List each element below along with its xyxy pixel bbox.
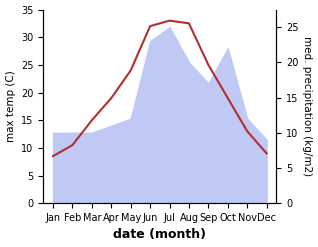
Y-axis label: med. precipitation (kg/m2): med. precipitation (kg/m2) <box>302 36 313 176</box>
X-axis label: date (month): date (month) <box>113 228 206 242</box>
Y-axis label: max temp (C): max temp (C) <box>5 70 16 142</box>
